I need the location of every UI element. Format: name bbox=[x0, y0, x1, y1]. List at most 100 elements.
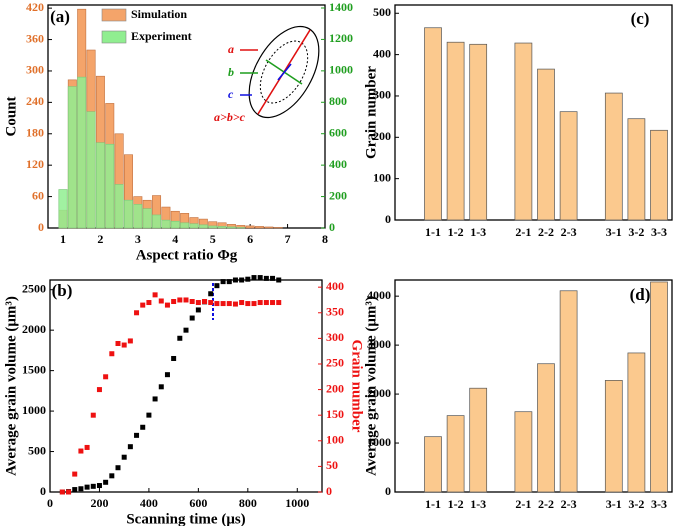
histogram-bar bbox=[105, 143, 115, 229]
y-tick-label: 200 bbox=[373, 129, 391, 143]
y-tick-label: 300 bbox=[26, 63, 44, 77]
bar bbox=[424, 436, 442, 493]
y2-tick-label: 350 bbox=[326, 305, 344, 319]
scatter-point bbox=[251, 301, 257, 307]
histogram-bar bbox=[77, 76, 87, 229]
x-tick-label: 1-1 bbox=[425, 497, 441, 511]
panel-label: (b) bbox=[52, 281, 73, 300]
y-tick-label: 1000 bbox=[367, 435, 391, 449]
x-tick-label: 3 bbox=[135, 232, 141, 246]
scatter-point bbox=[171, 299, 177, 305]
bar bbox=[446, 41, 465, 221]
y-tick-label: 400 bbox=[373, 46, 391, 60]
x-tick-label: 0 bbox=[47, 496, 53, 510]
scatter-point bbox=[90, 483, 96, 489]
bar bbox=[650, 129, 668, 221]
y-axis-label: Count bbox=[3, 96, 19, 136]
y-tick-label: 0 bbox=[385, 484, 391, 498]
y-tick-label: 2000 bbox=[367, 386, 391, 400]
bar bbox=[514, 42, 533, 221]
scatter-point bbox=[189, 299, 195, 305]
y-tick-label: 0 bbox=[40, 484, 46, 498]
scatter-point bbox=[152, 396, 158, 402]
scatter-point bbox=[226, 301, 232, 307]
y2-tick-label: 200 bbox=[326, 381, 344, 395]
histogram-bar bbox=[198, 224, 208, 229]
histogram-bar bbox=[226, 226, 236, 229]
histogram-bar bbox=[67, 86, 77, 229]
histogram-bar bbox=[161, 219, 171, 229]
scatter-point bbox=[177, 335, 183, 341]
scatter-point bbox=[220, 301, 226, 307]
scatter-point bbox=[146, 300, 152, 306]
y2-tick-label: 1200 bbox=[329, 31, 353, 45]
y-tick-label: 2000 bbox=[22, 322, 46, 336]
scatter-point bbox=[208, 291, 214, 297]
y2-tick-label: 800 bbox=[329, 94, 347, 108]
y2-tick-label: 1000 bbox=[329, 63, 353, 77]
legend-swatch bbox=[101, 30, 127, 44]
x-tick-label: 400 bbox=[140, 496, 158, 510]
scatter-point bbox=[232, 277, 238, 283]
scatter-point bbox=[177, 297, 183, 303]
x-tick-label: 200 bbox=[90, 496, 108, 510]
scatter-point bbox=[127, 338, 133, 344]
scatter-point bbox=[189, 315, 195, 321]
x-tick-label: 3-1 bbox=[606, 497, 622, 511]
x-tick-label: 3-2 bbox=[628, 497, 644, 511]
panel-label: (c) bbox=[631, 9, 650, 28]
scatter-point bbox=[202, 299, 208, 305]
plot-frame bbox=[49, 279, 323, 493]
scatter-point bbox=[134, 310, 140, 316]
histogram-bar bbox=[255, 226, 264, 229]
plot-frame bbox=[394, 279, 673, 493]
histogram-bar bbox=[217, 226, 227, 229]
y-tick-label: 1000 bbox=[22, 403, 46, 417]
scatter-point bbox=[220, 279, 226, 285]
scatter-point bbox=[245, 301, 251, 307]
scatter-point bbox=[208, 300, 214, 306]
x-tick-label: 2-2 bbox=[538, 225, 554, 239]
x-tick-label: 6 bbox=[247, 232, 253, 246]
scatter-point bbox=[195, 300, 201, 306]
scatter-point bbox=[115, 465, 121, 471]
histogram-bar bbox=[264, 226, 274, 229]
bar bbox=[604, 380, 623, 493]
y2-tick-label: 100 bbox=[326, 433, 344, 447]
bar bbox=[650, 281, 668, 493]
y-tick-label: 360 bbox=[26, 31, 44, 45]
scatter-point bbox=[96, 483, 102, 489]
y-tick-label: 1500 bbox=[22, 362, 46, 376]
y2-tick-label: 400 bbox=[329, 157, 347, 171]
y-tick-label: 500 bbox=[373, 5, 391, 19]
bar bbox=[537, 363, 555, 493]
y-tick-label: 60 bbox=[32, 188, 44, 202]
x-tick-label: 3-3 bbox=[651, 497, 667, 511]
y-tick-label: 0 bbox=[385, 212, 391, 226]
x-tick-label: 7 bbox=[285, 232, 291, 246]
y2-tick-label: 150 bbox=[326, 407, 344, 421]
x-tick-label: 2-1 bbox=[515, 497, 531, 511]
panel-label: (a) bbox=[50, 7, 70, 26]
y2-tick-label: 600 bbox=[329, 125, 347, 139]
scatter-point bbox=[164, 302, 170, 308]
scatter-point bbox=[270, 275, 276, 281]
scatter-point bbox=[195, 307, 201, 313]
scatter-point bbox=[158, 298, 164, 304]
y-tick-label: 3000 bbox=[367, 337, 391, 351]
y-tick-label: 420 bbox=[26, 0, 44, 14]
bar bbox=[469, 43, 488, 221]
x-tick-label: 3-2 bbox=[628, 225, 644, 239]
scatter-point bbox=[276, 277, 282, 283]
x-tick-label: 1-3 bbox=[470, 225, 486, 239]
x-tick-label: 1000 bbox=[285, 496, 309, 510]
x-axis-label: Scanning time (μs) bbox=[126, 511, 245, 526]
histogram-bar bbox=[152, 214, 162, 229]
y-tick-label: 240 bbox=[26, 94, 44, 108]
y2-axis-label: Grain number bbox=[349, 340, 365, 433]
y2-tick-label: 250 bbox=[326, 356, 344, 370]
y-tick-label: 0 bbox=[38, 220, 44, 234]
x-tick-label: 1 bbox=[60, 232, 66, 246]
panel-label: (d) bbox=[630, 285, 651, 304]
